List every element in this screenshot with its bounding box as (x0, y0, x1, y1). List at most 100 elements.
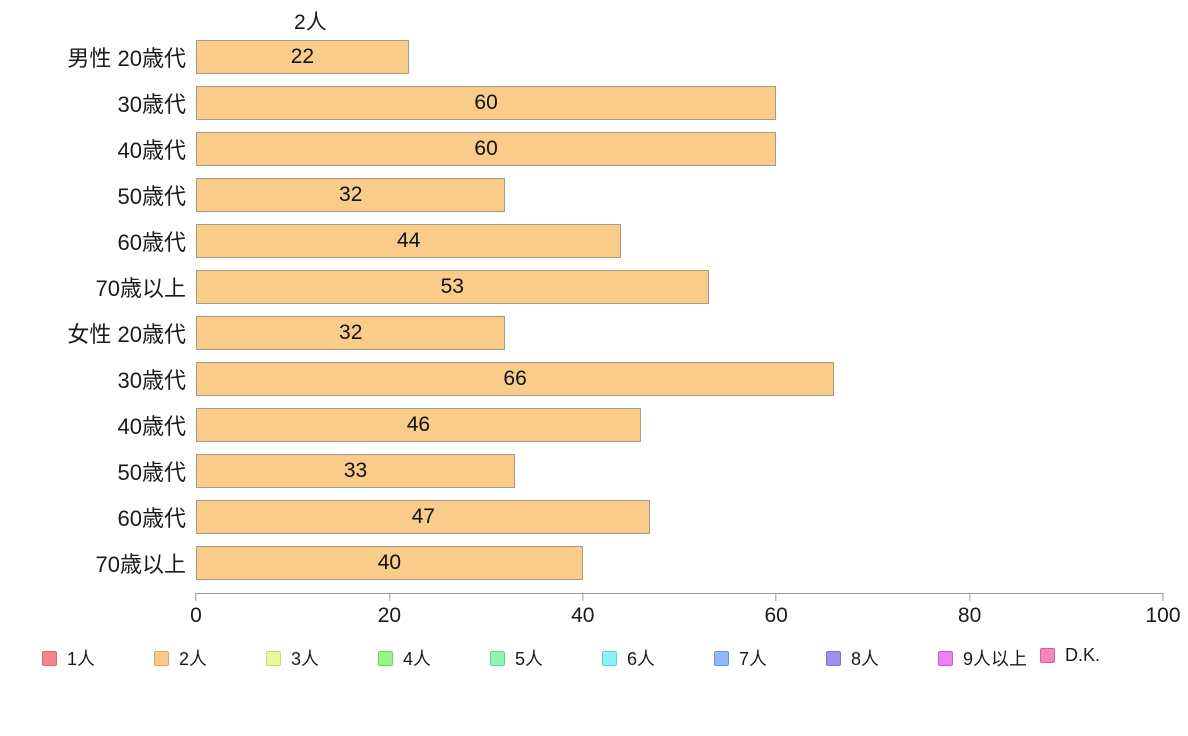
legend-item[interactable]: D.K. (1040, 645, 1100, 666)
bar[interactable]: 33 (196, 454, 516, 488)
bar-track: 60 (196, 132, 1163, 166)
axis-tick-mark (582, 593, 584, 601)
bar[interactable]: 60 (196, 86, 777, 120)
axis-tick: 0 (190, 593, 202, 628)
legend-swatch (602, 650, 617, 666)
bar-value-label: 44 (397, 229, 421, 252)
legend-swatch (42, 650, 57, 666)
legend-label: 6人 (627, 649, 656, 669)
bar-track: 22 (196, 40, 1163, 74)
category-label: 50歳代 (117, 184, 186, 209)
axis-tick: 20 (378, 593, 401, 628)
bar[interactable]: 40 (196, 546, 583, 580)
bar-row: 50歳代 33 (0, 448, 1163, 494)
bar[interactable]: 53 (196, 270, 709, 304)
axis-tick-mark (775, 593, 777, 601)
legend-swatch (154, 650, 169, 666)
category-label: 70歳以上 (95, 276, 186, 301)
legend-label: 7人 (739, 649, 768, 669)
bar-value-label: 60 (474, 91, 498, 114)
bar-value-label: 66 (503, 367, 527, 390)
bar-value-label: 46 (406, 413, 431, 436)
legend-item[interactable]: 3人 (266, 645, 319, 671)
axis-tick: 100 (1145, 593, 1181, 628)
axis-tick-mark (969, 593, 971, 601)
legend-label: 3人 (291, 649, 320, 669)
category-label: 男性 20歳代 (67, 46, 186, 71)
bar-track: 46 (196, 408, 1163, 442)
bar-row: 50歳代 32 (0, 172, 1163, 218)
legend-label: 4人 (403, 649, 432, 669)
bar-value-label: 47 (411, 505, 435, 528)
legend-item[interactable]: 1人 (42, 645, 95, 671)
category-label: 30歳代 (117, 368, 186, 393)
axis-tick-mark (1162, 593, 1164, 601)
legend-swatch (266, 650, 281, 666)
legend-swatch (378, 650, 393, 666)
bar-track: 33 (196, 454, 1163, 488)
bar-value-label: 32 (339, 183, 363, 206)
bar[interactable]: 46 (196, 408, 641, 442)
bar-value-label: 33 (343, 459, 368, 482)
bar-row: 40歳代 60 (0, 126, 1163, 172)
legend-item[interactable]: 7人 (714, 645, 767, 671)
bar-track: 66 (196, 362, 1163, 396)
legend-label: 2人 (179, 649, 208, 669)
legend-swatch (714, 650, 729, 666)
x-axis-line (196, 593, 1164, 594)
legend-item[interactable]: 5人 (490, 645, 543, 671)
bar[interactable]: 60 (196, 132, 777, 166)
bar-track: 47 (196, 500, 1163, 534)
legend-label: D.K. (1065, 645, 1101, 665)
bar[interactable]: 32 (196, 178, 506, 212)
axis-tick-label: 60 (764, 604, 788, 627)
category-label: 70歳以上 (95, 552, 186, 577)
bar[interactable]: 44 (196, 224, 622, 258)
category-label: 40歳代 (117, 138, 186, 163)
legend-item[interactable]: 8人 (826, 645, 879, 671)
bar-value-label: 53 (440, 275, 464, 298)
legend-item[interactable]: 2人 (154, 645, 207, 671)
axis-tick-mark (388, 593, 390, 601)
axis-tick: 80 (958, 593, 981, 628)
axis-tick-label: 80 (957, 604, 982, 627)
axis-tick-label: 40 (571, 604, 595, 627)
axis-tick-label: 100 (1145, 604, 1181, 627)
bar-value-label: 32 (339, 321, 363, 344)
bar-track: 32 (196, 316, 1163, 350)
axis-tick-label: 20 (377, 604, 402, 627)
axis-tick-mark (195, 593, 197, 601)
legend-label: 8人 (851, 649, 880, 669)
bar-row: 女性 20歳代 32 (0, 310, 1163, 356)
legend-swatch (1040, 648, 1055, 663)
legend-label: 5人 (515, 649, 544, 669)
bar-track: 40 (196, 546, 1163, 580)
bar-row: 60歳代 44 (0, 218, 1163, 264)
axis-tick-label: 0 (190, 604, 202, 627)
bar[interactable]: 47 (196, 500, 651, 534)
legend-swatch (938, 650, 953, 666)
bar-rows: 男性 20歳代 22 30歳代 60 40歳代 60 50歳代 32 (0, 34, 1163, 586)
legend-item[interactable]: 4人 (378, 645, 431, 671)
category-label: 60歳代 (117, 230, 186, 255)
category-label: 50歳代 (117, 460, 186, 485)
bar-row: 30歳代 60 (0, 80, 1163, 126)
bar-track: 53 (196, 270, 1163, 304)
bar-row: 40歳代 46 (0, 402, 1163, 448)
bar-row: 男性 20歳代 22 (0, 34, 1163, 80)
bar[interactable]: 66 (196, 362, 835, 396)
category-label: 女性 20歳代 (67, 322, 186, 347)
legend-label: 9人以上 (963, 649, 1028, 669)
legend-item[interactable]: 6人 (602, 645, 655, 671)
bar-row: 60歳代 47 (0, 494, 1163, 540)
axis-tick: 60 (765, 593, 788, 628)
legend-item[interactable]: 9人以上 (938, 645, 1027, 671)
bar-track: 44 (196, 224, 1163, 258)
bar-row: 70歳以上 40 (0, 540, 1163, 586)
category-label: 40歳代 (117, 414, 186, 439)
bar[interactable]: 22 (196, 40, 409, 74)
bar[interactable]: 32 (196, 316, 506, 350)
bar-value-label: 22 (290, 45, 315, 68)
category-label: 30歳代 (117, 92, 186, 117)
